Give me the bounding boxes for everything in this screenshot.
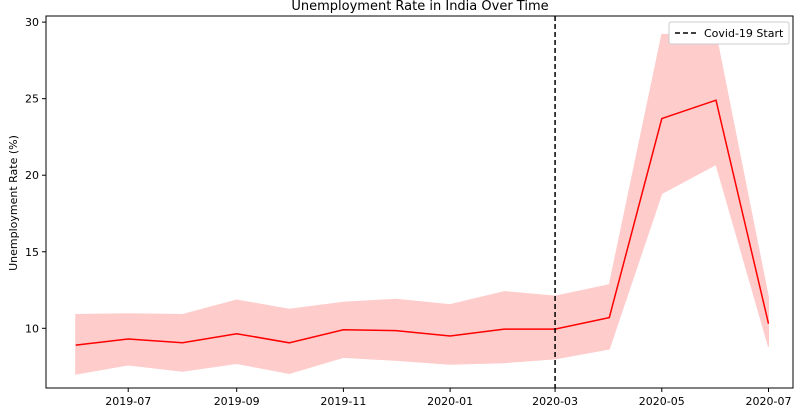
legend-label-covid: Covid-19 Start bbox=[704, 27, 784, 40]
y-tick-label: 25 bbox=[25, 93, 39, 106]
plot-frame bbox=[45, 15, 794, 389]
confidence-band bbox=[75, 33, 769, 375]
x-tick-label: 2019-09 bbox=[214, 395, 260, 408]
y-tick-label: 20 bbox=[25, 169, 39, 182]
legend-box bbox=[668, 21, 790, 45]
x-tick-label: 2020-05 bbox=[639, 395, 685, 408]
x-tick-label: 2020-07 bbox=[746, 395, 792, 408]
y-tick-label: 30 bbox=[25, 16, 39, 29]
x-tick-label: 2020-01 bbox=[427, 395, 473, 408]
x-tick-label: 2019-11 bbox=[320, 395, 366, 408]
legend: Covid-19 Start bbox=[668, 21, 790, 45]
y-tick-label: 10 bbox=[25, 322, 39, 335]
y-tick-label: 15 bbox=[25, 246, 39, 259]
plot-area: 2019-07 2019-09 2019-11 2020-01 2020-03 2020-… bbox=[25, 15, 794, 408]
y-axis-label: Unemployment Rate (%) bbox=[7, 135, 20, 271]
series-line bbox=[75, 99, 770, 346]
chart-title: Unemployment Rate in India Over Time bbox=[291, 0, 548, 14]
x-tick-label: 2019-07 bbox=[105, 395, 151, 408]
x-tick-label: 2020-03 bbox=[532, 395, 578, 408]
